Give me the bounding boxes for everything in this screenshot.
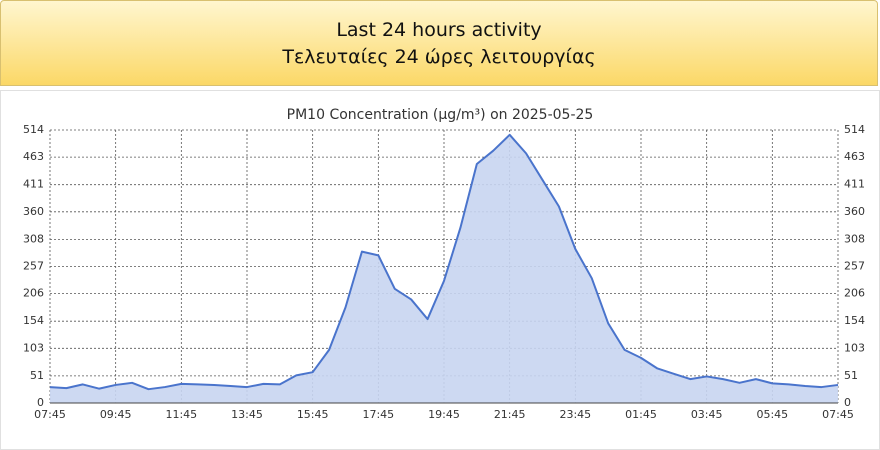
area — [50, 134, 838, 403]
y2-tick-label: 206 — [844, 287, 865, 300]
y2-tick-label: 51 — [844, 369, 858, 382]
x-tick-label: 09:45 — [100, 408, 132, 421]
x-tick-label: 21:45 — [494, 408, 526, 421]
x-tick-label: 07:45 — [34, 408, 66, 421]
x-tick-label: 05:45 — [756, 408, 788, 421]
chart-title: PM10 Concentration (μg/m³) on 2025-05-25 — [287, 107, 594, 123]
x-tick-label: 17:45 — [362, 408, 394, 421]
y-tick-label: 411 — [23, 178, 44, 191]
x-tick-label: 03:45 — [691, 408, 723, 421]
x-tick-label: 01:45 — [625, 408, 657, 421]
y2-tick-label: 103 — [844, 341, 865, 354]
y-tick-label: 206 — [23, 287, 44, 300]
line — [49, 133, 839, 391]
y-tick-label: 154 — [23, 314, 44, 327]
x-tick-label: 13:45 — [231, 408, 263, 421]
y-tick-label: 0 — [37, 396, 44, 409]
y2-tick-label: 360 — [844, 205, 865, 218]
header-subtitle: Τελευταίες 24 ώρες λειτουργίας — [282, 46, 596, 68]
y-tick-label: 103 — [23, 341, 44, 354]
x-tick-label: 11:45 — [165, 408, 197, 421]
header: Last 24 hours activity Τελευταίες 24 ώρε… — [0, 0, 878, 86]
y2-tick-label: 257 — [844, 260, 865, 273]
y2-tick-label: 411 — [844, 178, 865, 191]
y-tick-label: 51 — [30, 369, 44, 382]
y-tick-label: 308 — [23, 232, 44, 245]
x-tick-label: 19:45 — [428, 408, 460, 421]
y2-tick-label: 154 — [844, 314, 865, 327]
y-tick-label: 360 — [23, 205, 44, 218]
x-tick-label: 07:45 — [822, 408, 854, 421]
y2-tick-label: 0 — [844, 396, 851, 409]
y-tick-label: 514 — [23, 123, 44, 136]
x-tick-label: 23:45 — [559, 408, 591, 421]
y2-tick-label: 514 — [844, 123, 865, 136]
y-tick-label: 463 — [23, 150, 44, 163]
x-tick-label: 15:45 — [297, 408, 329, 421]
y-tick-label: 257 — [23, 260, 44, 273]
chart: PM10 Concentration (μg/m³) on 2025-05-25… — [0, 90, 880, 450]
header-title: Last 24 hours activity — [336, 19, 542, 41]
y2-tick-label: 308 — [844, 232, 865, 245]
y2-tick-label: 463 — [844, 150, 865, 163]
